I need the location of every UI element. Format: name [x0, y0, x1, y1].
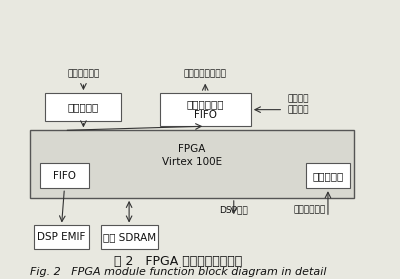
FancyBboxPatch shape	[34, 225, 89, 249]
FancyBboxPatch shape	[30, 130, 354, 198]
Text: 模拟视频输入: 模拟视频输入	[67, 69, 100, 78]
Text: 控制命令输入: 控制命令输入	[294, 205, 326, 215]
Text: 帧存 SDRAM: 帧存 SDRAM	[102, 232, 156, 242]
FancyBboxPatch shape	[45, 93, 122, 121]
Text: FIFO: FIFO	[194, 110, 217, 120]
Text: 请求发送: 请求发送	[287, 94, 308, 104]
FancyBboxPatch shape	[40, 163, 89, 188]
Text: 命令锁存器: 命令锁存器	[312, 171, 344, 181]
Text: Fig. 2   FPGA module function block diagram in detail: Fig. 2 FPGA module function block diagra…	[30, 267, 327, 277]
Text: 图 2   FPGA 模块详细功能框图: 图 2 FPGA 模块详细功能框图	[114, 255, 243, 268]
Text: 视频编码器: 视频编码器	[68, 102, 99, 112]
FancyBboxPatch shape	[100, 225, 158, 249]
Text: DSP中断: DSP中断	[219, 205, 248, 215]
Text: 同步串口数据输出: 同步串口数据输出	[184, 69, 227, 78]
Text: DSP EMIF: DSP EMIF	[37, 232, 86, 242]
Text: FPGA
Virtex 100E: FPGA Virtex 100E	[162, 144, 222, 167]
Text: 时钟信号: 时钟信号	[287, 105, 308, 114]
Text: FIFO: FIFO	[53, 171, 76, 181]
FancyBboxPatch shape	[160, 93, 251, 126]
FancyBboxPatch shape	[306, 163, 350, 188]
Text: 压缩码流缓存: 压缩码流缓存	[186, 99, 224, 109]
